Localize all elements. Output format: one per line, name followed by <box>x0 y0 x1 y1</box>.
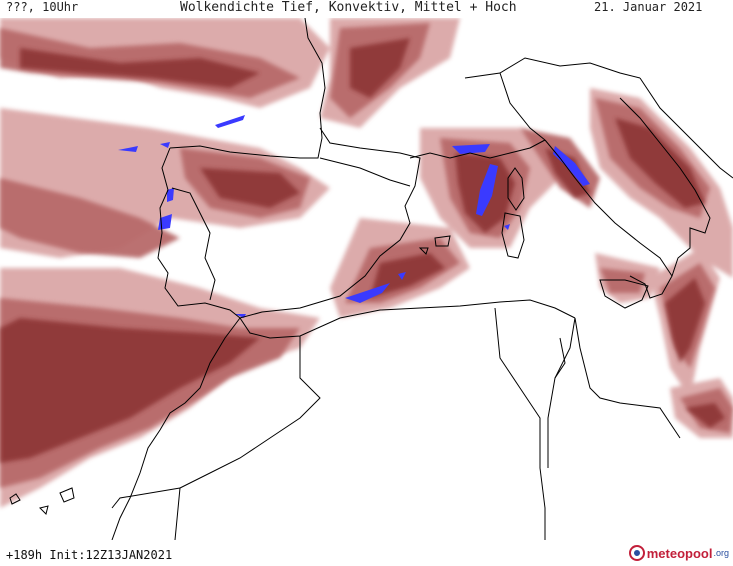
meteopool-logo-icon <box>628 545 645 561</box>
logo-tld: .org <box>713 548 729 558</box>
convective-cells <box>118 115 590 318</box>
logo-name: meteopool <box>646 545 713 561</box>
forecast-init-label: +189h Init:12Z13JAN2021 <box>6 548 173 562</box>
map-title: Wolkendichte Tief, Konvektiv, Mittel + H… <box>180 0 517 15</box>
cloud-layer-dark <box>0 38 725 463</box>
cloud-density-map <box>0 18 733 540</box>
meteopool-logo[interactable]: meteopool .org <box>628 545 729 561</box>
footer-bar: +189h Init:12Z13JAN2021 meteopool .org <box>0 540 733 566</box>
header-bar: ???, 10Uhr Wolkendichte Tief, Konvektiv,… <box>0 0 733 18</box>
forecast-date: 21. Januar 2021 <box>594 0 703 14</box>
forecast-day-label: ???, 10Uhr <box>6 0 79 14</box>
coastlines <box>9 18 733 540</box>
